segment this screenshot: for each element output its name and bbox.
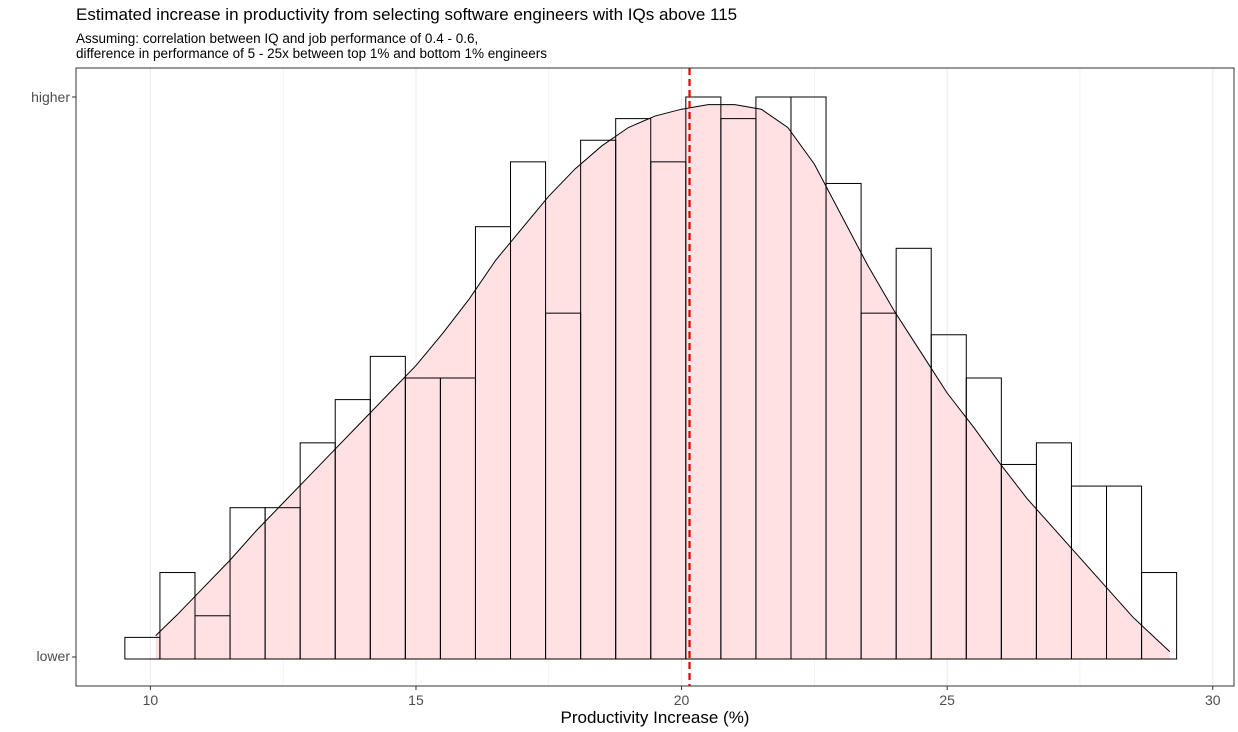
chart-title: Estimated increase in productivity from … xyxy=(76,5,738,24)
histogram-bar xyxy=(1141,572,1178,660)
x-tick-label: 30 xyxy=(1205,692,1221,708)
y-tick-label-low: lower xyxy=(36,648,70,664)
density-fill-layer xyxy=(155,104,1170,660)
y-tick-label-high: higher xyxy=(31,89,70,105)
chart-subtitle-line-1: Assuming: correlation between IQ and job… xyxy=(76,31,479,46)
density-area xyxy=(155,104,1170,660)
histogram-bars xyxy=(124,96,1178,660)
axis-layer: 10 15 20 25 30 xyxy=(72,67,1235,708)
density-curve xyxy=(155,104,1171,653)
x-tick-label: 15 xyxy=(408,692,424,708)
x-tick-label: 25 xyxy=(939,692,955,708)
histogram-bar xyxy=(124,636,161,660)
chart-subtitle-line-2: difference in performance of 5 - 25x bet… xyxy=(76,46,548,61)
x-tick-label: 10 xyxy=(143,692,159,708)
x-axis-label: Productivity Increase (%) xyxy=(560,708,750,727)
x-tick-label: 20 xyxy=(674,692,690,708)
plot-panel-border xyxy=(75,67,1235,687)
density-curve-layer xyxy=(155,104,1171,653)
